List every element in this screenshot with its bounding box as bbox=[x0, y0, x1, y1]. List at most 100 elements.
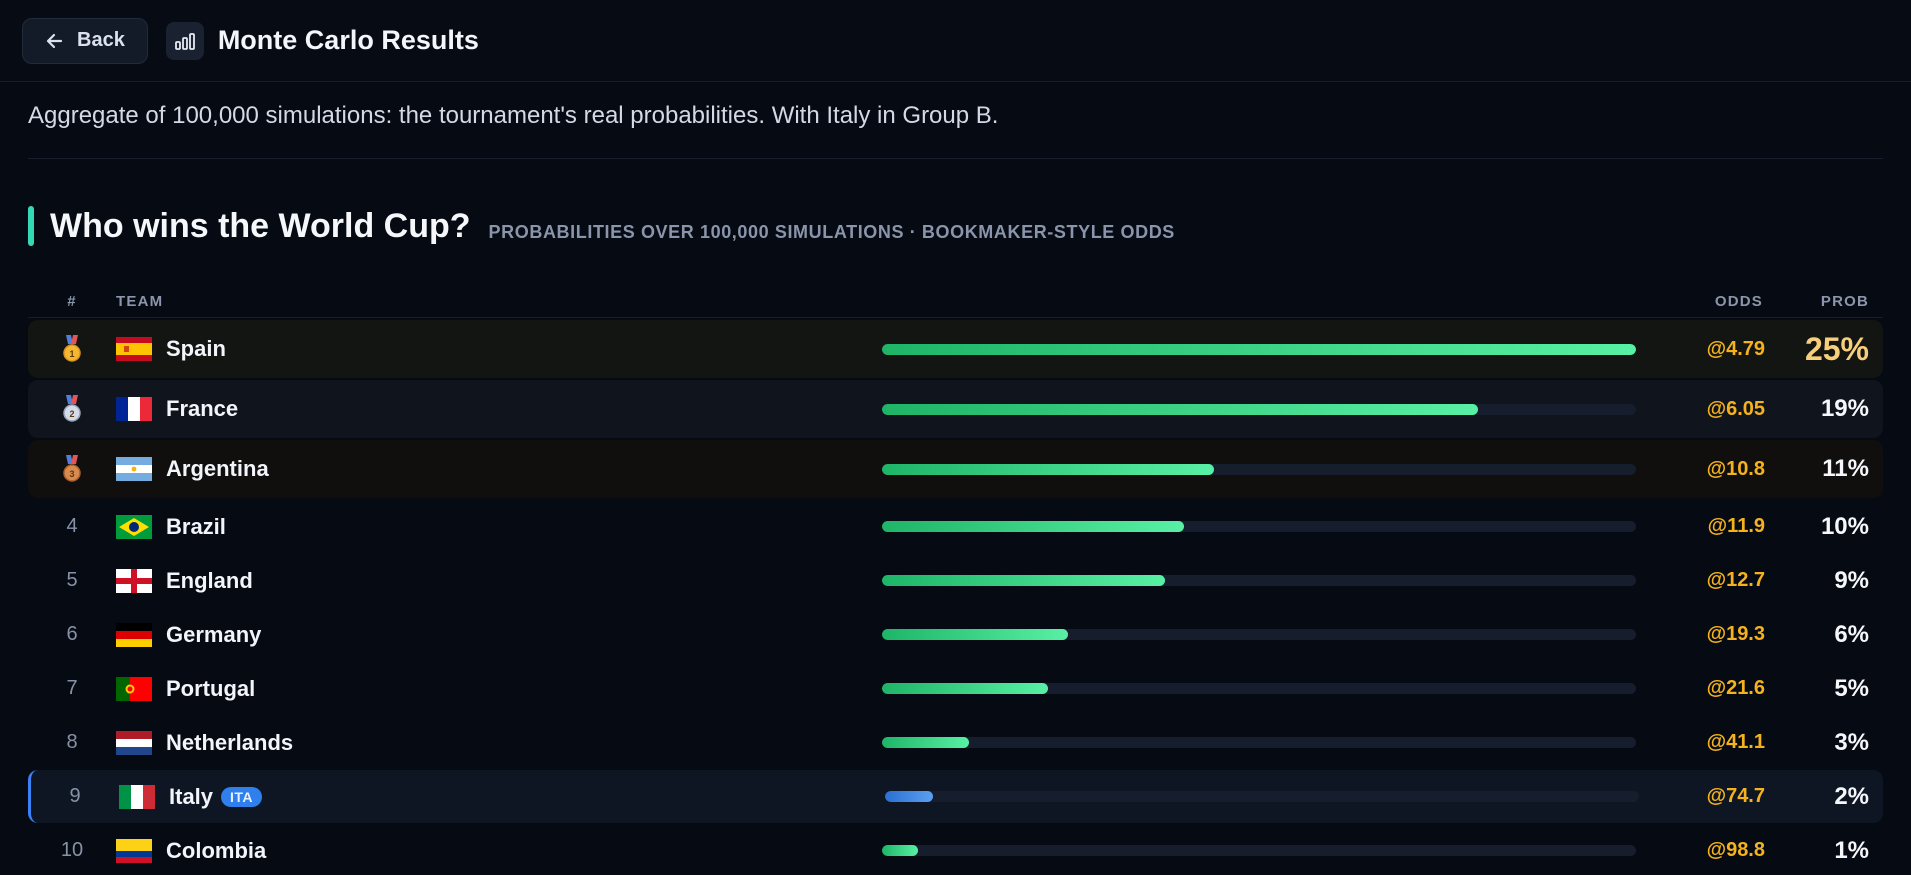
probability-value: 1% bbox=[1834, 836, 1869, 864]
header-team: TEAM bbox=[116, 293, 164, 310]
section-header: Who wins the World Cup? PROBABILITIES OV… bbox=[28, 206, 1883, 246]
flag-portugal-icon bbox=[116, 676, 152, 701]
team-name: Germany bbox=[166, 621, 262, 647]
table-row[interactable]: 3 Argentina @10.8 11% bbox=[28, 440, 1883, 498]
odds-value: @11.9 bbox=[1707, 515, 1765, 537]
page-subtitle: Aggregate of 100,000 simulations: the to… bbox=[28, 82, 1883, 159]
team-name: Brazil bbox=[166, 513, 226, 539]
rank-number: 8 bbox=[66, 731, 78, 753]
odds-value: @74.7 bbox=[1706, 785, 1765, 807]
odds-value: @41.1 bbox=[1706, 731, 1765, 753]
medal-bronze-icon: 3 bbox=[28, 455, 116, 483]
probability-value: 9% bbox=[1834, 566, 1869, 594]
probability-bar-track bbox=[882, 683, 1636, 694]
probability-bar-track bbox=[882, 845, 1636, 856]
back-label: Back bbox=[77, 29, 125, 51]
header-rank: # bbox=[67, 293, 77, 310]
table-row[interactable]: 9 Italy ITA @74.7 2% bbox=[28, 770, 1883, 823]
table-row[interactable]: 10 Colombia @98.8 1% bbox=[28, 824, 1883, 875]
probability-value: 10% bbox=[1820, 512, 1869, 540]
table-row[interactable]: 6 Germany @19.3 6% bbox=[28, 608, 1883, 661]
flag-france-icon bbox=[116, 397, 152, 421]
flag-spain-icon bbox=[116, 337, 152, 361]
odds-value: @4.79 bbox=[1706, 337, 1765, 360]
probability-value: 11% bbox=[1822, 455, 1869, 482]
table-row[interactable]: 2 France @6.05 19% bbox=[28, 380, 1883, 438]
flag-england-icon bbox=[116, 568, 152, 593]
flag-netherlands-icon bbox=[116, 730, 152, 755]
probability-value: 3% bbox=[1834, 728, 1869, 756]
odds-value: @6.05 bbox=[1706, 397, 1765, 420]
page-title: Monte Carlo Results bbox=[217, 25, 479, 55]
probability-value: 5% bbox=[1834, 674, 1869, 702]
team-tag-badge: ITA bbox=[221, 786, 263, 807]
rank-number: 10 bbox=[60, 839, 84, 861]
team-name: Spain bbox=[166, 336, 226, 361]
probability-bar-track bbox=[882, 343, 1636, 355]
main-content: Aggregate of 100,000 simulations: the to… bbox=[0, 82, 1911, 875]
section-accent-bar bbox=[28, 206, 34, 246]
odds-value: @21.6 bbox=[1706, 677, 1765, 699]
table-row[interactable]: 5 England @12.7 9% bbox=[28, 554, 1883, 607]
odds-value: @19.3 bbox=[1706, 623, 1765, 645]
team-name: Argentina bbox=[166, 456, 269, 481]
table-row[interactable]: 8 Netherlands @41.1 3% bbox=[28, 716, 1883, 769]
section-subtitle: PROBABILITIES OVER 100,000 SIMULATIONS ·… bbox=[488, 221, 1175, 242]
flag-argentina-icon bbox=[116, 457, 152, 481]
ranking-table: 1 Spain @4.79 25% 2 France @6.05 1 9% 3 Argentina @… bbox=[28, 320, 1883, 875]
medal-silver-icon: 2 bbox=[28, 395, 116, 423]
table-header: # TEAM ODDS PROB bbox=[28, 286, 1883, 318]
table-row[interactable]: 7 Portugal @21.6 5% bbox=[28, 662, 1883, 715]
flag-brazil-icon bbox=[116, 514, 152, 539]
rank-number: 6 bbox=[66, 623, 78, 645]
probability-value: 2% bbox=[1834, 782, 1869, 810]
svg-text:2: 2 bbox=[69, 409, 74, 419]
probability-bar-track bbox=[882, 629, 1636, 640]
probability-value: 6% bbox=[1834, 620, 1869, 648]
top-bar: Back Monte Carlo Results bbox=[0, 0, 1911, 82]
flag-colombia-icon bbox=[116, 838, 152, 863]
table-row[interactable]: 1 Spain @4.79 25% bbox=[28, 320, 1883, 378]
probability-bar-fill bbox=[882, 629, 1069, 640]
probability-bar-track bbox=[885, 791, 1639, 802]
team-name: England bbox=[166, 567, 253, 593]
back-button[interactable]: Back bbox=[22, 17, 148, 64]
rank-number: 9 bbox=[69, 785, 81, 807]
probability-bar-fill bbox=[882, 521, 1184, 532]
team-name: Colombia bbox=[166, 837, 267, 863]
probability-bar-fill bbox=[882, 463, 1214, 475]
probability-bar-track bbox=[882, 521, 1636, 532]
rank-number: 7 bbox=[66, 677, 78, 699]
flag-italy-icon bbox=[119, 784, 155, 809]
odds-value: @10.8 bbox=[1706, 457, 1765, 480]
svg-text:1: 1 bbox=[69, 349, 74, 359]
table-row[interactable]: 4 Brazil @11.9 10% bbox=[28, 500, 1883, 553]
medal-gold-icon: 1 bbox=[28, 335, 116, 363]
flag-germany-icon bbox=[116, 622, 152, 647]
probability-bar-fill bbox=[882, 403, 1478, 415]
probability-bar-fill bbox=[882, 683, 1048, 694]
header-odds: ODDS bbox=[1714, 293, 1763, 310]
team-name: France bbox=[166, 396, 239, 421]
svg-text:3: 3 bbox=[69, 469, 74, 479]
probability-bar-fill bbox=[882, 845, 919, 856]
probability-bar-fill bbox=[885, 791, 933, 802]
bar-chart-icon bbox=[165, 21, 204, 60]
team-name: Netherlands bbox=[166, 729, 294, 755]
probability-bar-track bbox=[882, 463, 1636, 475]
odds-value: @98.8 bbox=[1706, 839, 1765, 861]
probability-bar-track bbox=[882, 737, 1636, 748]
probability-value: 25% bbox=[1804, 330, 1869, 367]
rank-number: 5 bbox=[66, 569, 78, 591]
section-title: Who wins the World Cup? bbox=[50, 206, 471, 245]
team-name: Italy bbox=[169, 783, 214, 809]
probability-bar-track bbox=[882, 403, 1636, 415]
arrow-left-icon bbox=[46, 33, 63, 48]
probability-bar-fill bbox=[882, 737, 969, 748]
rank-number: 4 bbox=[66, 515, 78, 537]
probability-bar-track bbox=[882, 575, 1636, 586]
probability-bar-fill bbox=[882, 575, 1165, 586]
odds-value: @12.7 bbox=[1706, 569, 1765, 591]
team-name: Portugal bbox=[166, 675, 256, 701]
header-prob: PROB bbox=[1820, 293, 1869, 310]
